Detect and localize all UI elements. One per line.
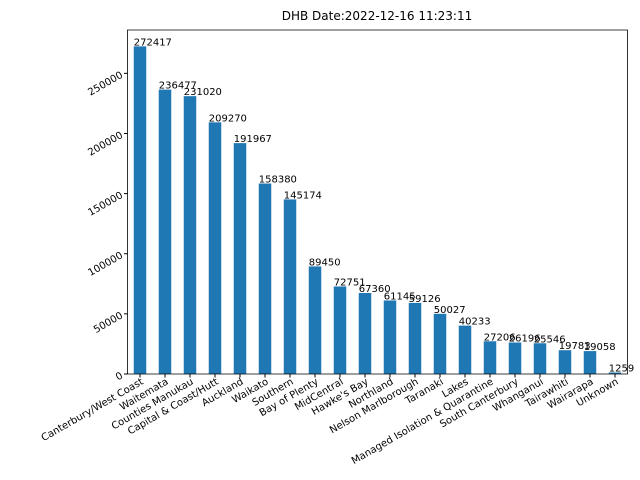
bar xyxy=(158,89,172,374)
bar xyxy=(208,122,222,374)
value-label: 27206 xyxy=(484,332,516,343)
bar xyxy=(583,351,597,374)
bar xyxy=(608,372,622,374)
y-tick-label: 200000 xyxy=(86,130,125,159)
value-label: 1259 xyxy=(609,363,634,374)
value-label: 61145 xyxy=(384,291,416,302)
bar xyxy=(533,343,547,374)
value-label: 191967 xyxy=(234,134,272,145)
value-label: 209270 xyxy=(209,113,247,124)
chart-title: DHB Date:2022-12-16 11:23:11 xyxy=(282,9,472,23)
axes-frame xyxy=(127,29,628,375)
bar xyxy=(308,266,322,374)
bar xyxy=(233,143,247,374)
bar xyxy=(408,302,422,374)
bar xyxy=(383,300,397,374)
value-label: 26196 xyxy=(509,333,541,344)
value-label: 72751 xyxy=(334,278,366,289)
bar xyxy=(483,341,497,374)
value-label: 89450 xyxy=(309,257,341,268)
y-tick-label: 0 xyxy=(114,371,125,384)
y-tick-label: 250000 xyxy=(86,70,125,99)
bar xyxy=(133,46,147,374)
value-label: 272417 xyxy=(134,37,172,48)
bar xyxy=(508,342,522,374)
bar xyxy=(558,350,572,374)
value-label: 158380 xyxy=(259,175,297,186)
bar xyxy=(433,313,447,374)
bar xyxy=(283,199,297,374)
value-label: 19783 xyxy=(559,341,591,352)
value-label: 145174 xyxy=(284,190,322,201)
y-tick-label: 50000 xyxy=(92,310,125,335)
value-label: 25546 xyxy=(534,334,566,345)
bar xyxy=(358,292,372,374)
value-label: 59126 xyxy=(409,294,441,305)
bar xyxy=(183,96,197,375)
y-tick-label: 100000 xyxy=(86,250,125,279)
bar xyxy=(258,183,272,374)
bar xyxy=(458,325,472,374)
value-label: 19058 xyxy=(584,342,616,353)
bar xyxy=(333,286,347,374)
y-tick-label: 150000 xyxy=(86,190,125,219)
value-label: 67360 xyxy=(359,284,391,295)
value-label: 236477 xyxy=(159,81,197,92)
value-label: 40233 xyxy=(459,317,491,328)
value-label: 50027 xyxy=(434,305,466,316)
value-label: 231020 xyxy=(184,87,222,98)
